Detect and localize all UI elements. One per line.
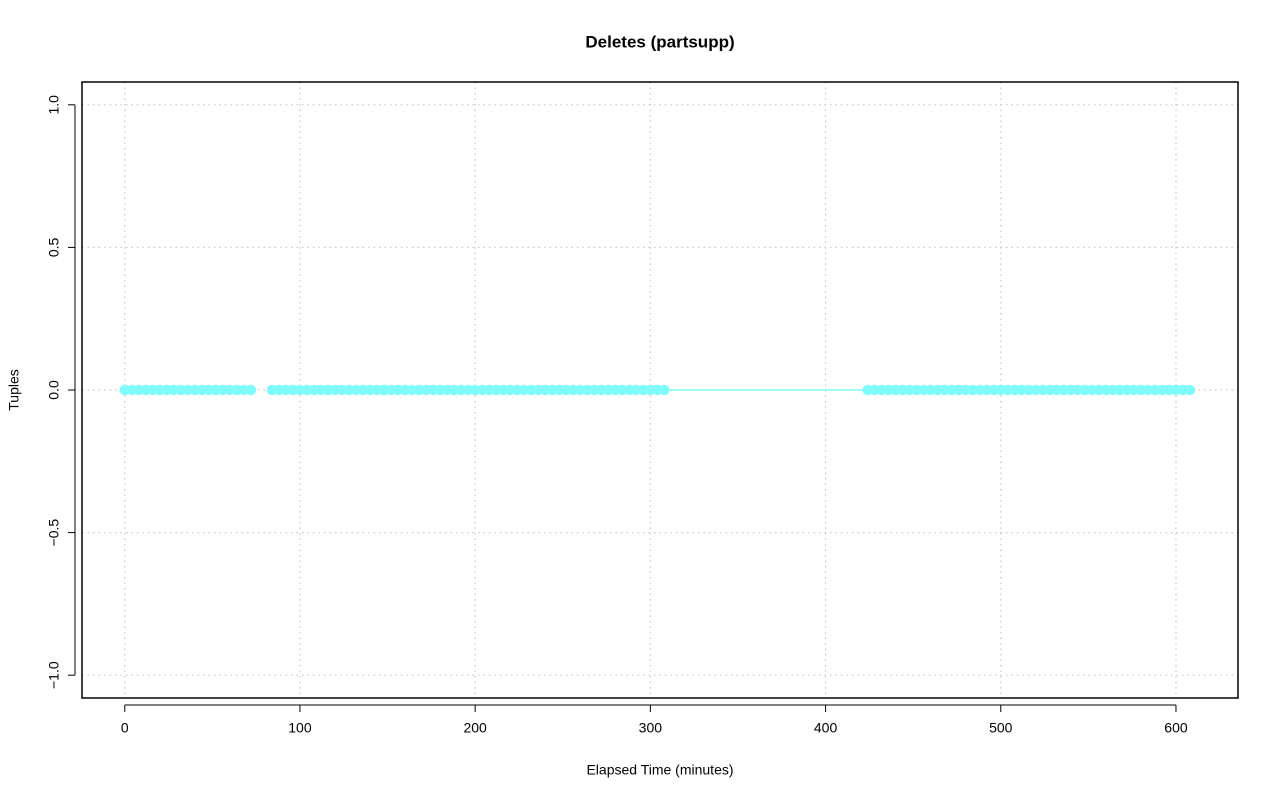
x-axis-label: Elapsed Time (minutes): [586, 762, 733, 778]
y-tick-label: 0.0: [46, 380, 62, 400]
y-tick-label: −1.0: [46, 661, 62, 689]
x-tick-label: 0: [121, 720, 129, 736]
data-point: [659, 384, 670, 396]
y-tick-label: 0.5: [46, 237, 62, 257]
data-point: [1184, 384, 1196, 396]
y-tick-label: 1.0: [46, 95, 62, 115]
x-tick-label: 300: [639, 720, 663, 736]
x-tick-label: 600: [1164, 720, 1188, 736]
chart-title: Deletes (partsupp): [585, 32, 734, 51]
data-point: [245, 384, 257, 396]
x-tick-label: 400: [814, 720, 838, 736]
y-axis-label: Tuples: [6, 369, 22, 411]
x-tick-label: 200: [463, 720, 487, 736]
plot-frame: [81, 81, 1239, 699]
axes: 0 100 200 300 400 500 600 −1.0 −0.5 0.0 0.5 1.0: [46, 95, 1188, 736]
plot-area: [119, 384, 1196, 396]
x-tick-label: 500: [989, 720, 1013, 736]
y-tick-label: −0.5: [46, 519, 62, 547]
x-tick-label: 100: [288, 720, 312, 736]
